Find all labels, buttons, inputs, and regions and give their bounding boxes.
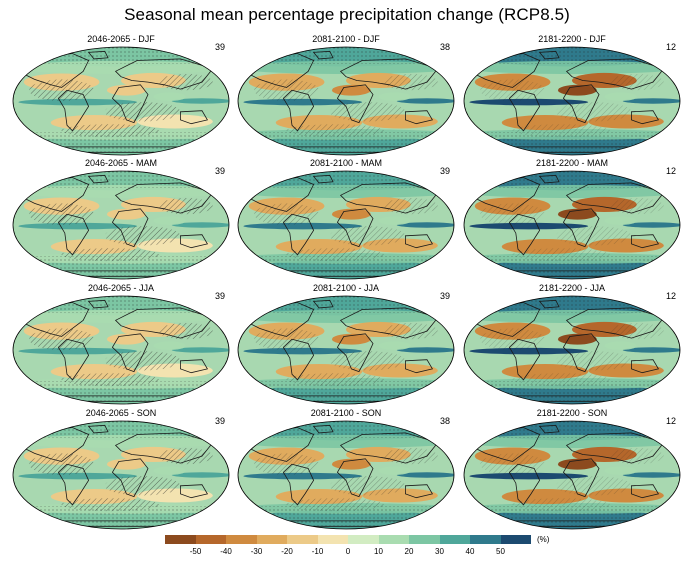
map-panel: 2181-2200 - SON 12 xyxy=(462,408,682,531)
model-count: 12 xyxy=(665,166,676,176)
colorbar-tick-label: 40 xyxy=(465,547,475,556)
colorbar-swatch xyxy=(409,535,440,544)
colorbar-tick-label: 30 xyxy=(435,547,444,556)
model-count: 39 xyxy=(214,42,225,52)
colorbar-swatch xyxy=(195,535,226,544)
colorbar-tick-label: -50 xyxy=(189,547,202,556)
colorbar-unit-label: (%) xyxy=(537,535,550,544)
model-count: 12 xyxy=(665,42,676,52)
map-panel: 2046-2065 - JJA 39 xyxy=(11,283,231,406)
colorbar-tick-label: -20 xyxy=(281,547,293,556)
colorbar-tick-label: -40 xyxy=(220,547,232,556)
panel-title: 2081-2100 - MAM xyxy=(309,158,383,168)
map-panel: 2046-2065 - MAM 39 xyxy=(11,158,231,281)
precipitation-change-map xyxy=(12,420,230,530)
model-count: 39 xyxy=(214,166,225,176)
map-panel: 2046-2065 - DJF 39 xyxy=(11,34,231,157)
colorbar-swatch xyxy=(470,535,501,544)
model-count: 39 xyxy=(439,166,450,176)
panel-title: 2046-2065 - MAM xyxy=(84,158,158,168)
panel-title: 2081-2100 - JJA xyxy=(312,283,380,293)
colorbar xyxy=(165,535,531,544)
colorbar-swatch xyxy=(378,535,409,544)
colorbar-ticks: -50 -40 -30 -20 -10 0 10 20 30 40 50 xyxy=(165,547,531,559)
panel-title: 2046-2065 - DJF xyxy=(87,34,155,44)
colorbar-swatch xyxy=(348,535,379,544)
colorbar-swatch xyxy=(287,535,318,544)
model-count: 38 xyxy=(439,416,450,426)
colorbar-tick-label: 50 xyxy=(496,547,505,556)
map-panel: 2081-2100 - JJA 39 xyxy=(236,283,456,406)
colorbar-swatch xyxy=(317,535,348,544)
map-panel: 2081-2100 - MAM 39 xyxy=(236,158,456,281)
precipitation-change-map xyxy=(12,295,230,405)
model-count: 39 xyxy=(439,291,450,301)
model-count: 39 xyxy=(214,416,225,426)
precipitation-change-map xyxy=(237,170,455,280)
panel-title: 2181-2200 - SON xyxy=(536,408,608,418)
map-panel: 2081-2100 - DJF 38 xyxy=(236,34,456,157)
map-panel: 2046-2065 - SON 39 xyxy=(11,408,231,531)
model-count: 12 xyxy=(665,416,676,426)
colorbar-tick-label: 20 xyxy=(404,547,414,556)
precipitation-change-map xyxy=(237,295,455,405)
colorbar-swatch xyxy=(439,535,470,544)
map-panel: 2181-2200 - DJF 12 xyxy=(462,34,682,157)
colorbar-swatch xyxy=(165,535,196,544)
panel-title: 2081-2100 - SON xyxy=(310,408,382,418)
panel-title: 2046-2065 - JJA xyxy=(87,283,155,293)
precipitation-change-map xyxy=(12,170,230,280)
model-count: 38 xyxy=(439,42,450,52)
map-panel: 2181-2200 - MAM 12 xyxy=(462,158,682,281)
precipitation-change-map xyxy=(463,295,681,405)
panel-title: 2081-2100 - DJF xyxy=(312,34,380,44)
model-count: 39 xyxy=(214,291,225,301)
colorbar-swatch xyxy=(256,535,287,544)
precipitation-change-map xyxy=(237,46,455,156)
panel-title: 2046-2065 - SON xyxy=(85,408,157,418)
figure-title: Seasonal mean percentage precipitation c… xyxy=(124,5,570,24)
colorbar-tick-label: 10 xyxy=(374,547,383,556)
map-panel: 2181-2200 - JJA 12 xyxy=(462,283,682,406)
precipitation-change-map xyxy=(463,420,681,530)
panel-title: 2181-2200 - MAM xyxy=(535,158,609,168)
precipitation-change-map xyxy=(12,46,230,156)
model-count: 12 xyxy=(665,291,676,301)
colorbar-swatch xyxy=(500,535,531,544)
colorbar-swatch xyxy=(226,535,257,544)
map-panel: 2081-2100 - SON 38 xyxy=(236,408,456,531)
precipitation-change-map xyxy=(237,420,455,530)
precipitation-change-map xyxy=(463,46,681,156)
panel-title: 2181-2200 - DJF xyxy=(538,34,606,44)
colorbar-tick-label: -10 xyxy=(311,547,324,556)
colorbar-tick-label: 0 xyxy=(345,547,351,556)
precipitation-change-map xyxy=(463,170,681,280)
panel-title: 2181-2200 - JJA xyxy=(538,283,606,293)
colorbar-tick-label: -30 xyxy=(250,547,263,556)
